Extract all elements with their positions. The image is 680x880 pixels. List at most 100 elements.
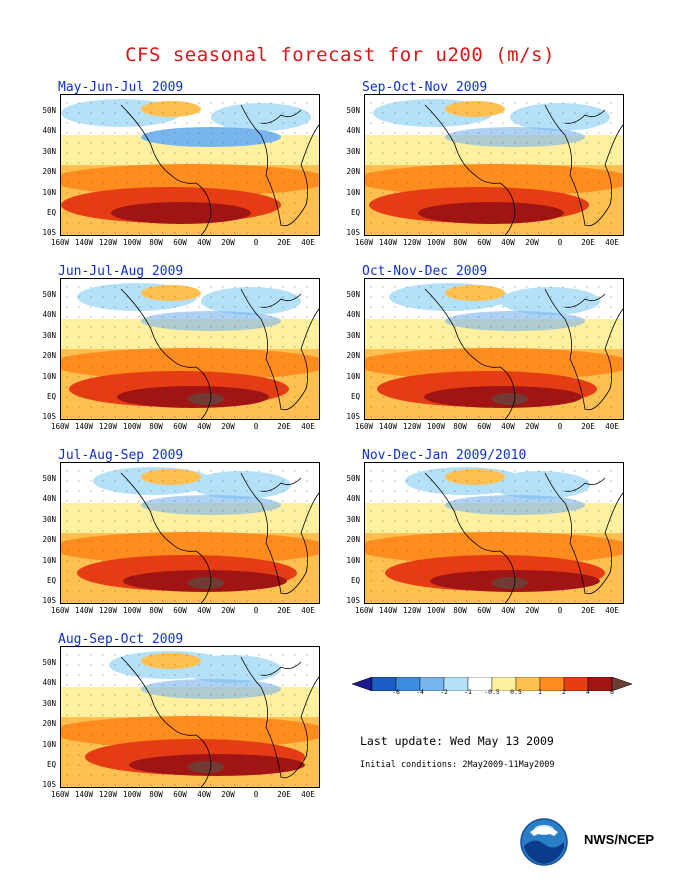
forecast-map-panel: Jul-Aug-Sep 2009 50N 40N 30N 20N 10N EQ 10S 160W… (42, 448, 348, 633)
x-tick-label: 20E (277, 790, 291, 799)
forecast-map (364, 462, 624, 604)
x-tick-label: 80W (453, 606, 467, 615)
y-tick-label: 40N (346, 126, 360, 135)
x-tick-label: 40W (197, 606, 211, 615)
forecast-map (364, 94, 624, 236)
y-tick-label: EQ (350, 392, 360, 401)
y-tick-label: 10S (346, 596, 360, 605)
x-tick-label: 40E (301, 422, 315, 431)
x-tick-label: 40W (197, 422, 211, 431)
forecast-map-panel: May-Jun-Jul 2009 50N 40N 30N 20N 10N EQ 10S 160W… (42, 80, 348, 265)
y-tick-label: 10N (346, 188, 360, 197)
y-tick-label: 10S (42, 596, 56, 605)
x-tick-label: 40E (301, 238, 315, 247)
y-tick-label: 20N (346, 351, 360, 360)
colorbar-label: -0.5 (484, 688, 500, 696)
y-tick-label: 40N (346, 494, 360, 503)
y-tick-label: 40N (346, 310, 360, 319)
last-update-text: Last update: Wed May 13 2009 (360, 734, 554, 748)
y-tick-label: 50N (42, 474, 56, 483)
y-tick-label: 20N (346, 535, 360, 544)
x-tick-label: 40W (501, 422, 515, 431)
y-tick-label: 30N (42, 331, 56, 340)
y-tick-label: 10N (42, 556, 56, 565)
forecast-map (60, 646, 320, 788)
panel-title: Oct-Nov-Dec 2009 (362, 264, 488, 279)
colorbar-label: -4 (416, 688, 424, 696)
noaa-logo-icon (520, 818, 568, 870)
panel-title: Nov-Dec-Jan 2009/2010 (362, 448, 527, 463)
x-tick-label: 40W (501, 238, 515, 247)
x-tick-label: 160W (354, 422, 374, 431)
x-tick-label: 40W (197, 238, 211, 247)
x-tick-label: 60W (173, 422, 187, 431)
y-tick-label: 30N (42, 699, 56, 708)
x-tick-label: 20E (581, 238, 595, 247)
panel-title: Jul-Aug-Sep 2009 (58, 448, 184, 463)
y-tick-label: 10S (42, 780, 56, 789)
forecast-map-panel: Nov-Dec-Jan 2009/2010 50N 40N 30N 20N 10N EQ 10… (346, 448, 652, 633)
forecast-map-panel: Oct-Nov-Dec 2009 50N 40N 30N 20N 10N EQ 10S 160W… (346, 264, 652, 449)
colorbar-label: 4 (586, 688, 590, 696)
y-tick-label: 10N (42, 372, 56, 381)
x-tick-label: 20W (221, 422, 235, 431)
forecast-map (60, 94, 320, 236)
colorbar: -6 -4 -2 -1 -0.5 0.5 1 2 4 6 (351, 676, 633, 696)
x-tick-label: 140W (74, 422, 94, 431)
x-tick-label: 20W (221, 238, 235, 247)
x-tick-label: 60W (173, 606, 187, 615)
x-tick-label: 80W (453, 238, 467, 247)
x-tick-label: 40E (301, 606, 315, 615)
x-tick-label: 60W (477, 606, 491, 615)
x-tick-label: 140W (378, 606, 398, 615)
x-tick-label: 0 (557, 422, 563, 431)
x-tick-label: 0 (253, 790, 259, 799)
y-tick-label: 50N (346, 290, 360, 299)
colorbar-label: 6 (610, 688, 614, 696)
x-tick-label: 20E (277, 422, 291, 431)
x-tick-label: 100W (122, 606, 142, 615)
x-tick-label: 160W (50, 422, 70, 431)
x-tick-label: 60W (173, 238, 187, 247)
y-tick-label: 40N (42, 126, 56, 135)
colorbar-label: -2 (440, 688, 448, 696)
x-tick-label: 80W (149, 422, 163, 431)
colorbar-segment (563, 676, 589, 692)
x-tick-label: 20W (525, 422, 539, 431)
y-tick-label: 30N (346, 331, 360, 340)
x-tick-label: 60W (477, 238, 491, 247)
forecast-map-panel: Sep-Oct-Nov 2009 50N 40N 30N 20N 10N EQ 10S 160W… (346, 80, 652, 265)
x-tick-label: 40W (501, 606, 515, 615)
x-tick-label: 80W (149, 790, 163, 799)
colorbar-label: -1 (464, 688, 472, 696)
x-tick-label: 140W (378, 238, 398, 247)
x-tick-label: 140W (74, 790, 94, 799)
y-tick-label: EQ (46, 392, 56, 401)
y-tick-label: 10N (346, 556, 360, 565)
x-tick-label: 40E (605, 238, 619, 247)
x-tick-label: 160W (354, 238, 374, 247)
x-tick-label: 120W (402, 422, 422, 431)
x-tick-label: 20E (581, 422, 595, 431)
y-tick-label: 50N (346, 474, 360, 483)
colorbar-max-arrow (611, 676, 633, 692)
x-tick-label: 120W (402, 238, 422, 247)
x-tick-label: 80W (149, 606, 163, 615)
forecast-map-panel: Jun-Jul-Aug 2009 50N 40N 30N 20N 10N EQ 10S 160W… (42, 264, 348, 449)
x-tick-label: 20W (221, 790, 235, 799)
y-tick-label: 20N (346, 167, 360, 176)
x-tick-label: 120W (402, 606, 422, 615)
page-title: CFS seasonal forecast for u200 (m/s) (125, 44, 555, 66)
panel-title: Aug-Sep-Oct 2009 (58, 632, 184, 647)
x-tick-label: 160W (50, 790, 70, 799)
agency-label: NWS/NCEP (584, 832, 655, 847)
y-tick-label: 10N (42, 188, 56, 197)
y-tick-label: 20N (42, 719, 56, 728)
x-tick-label: 80W (149, 238, 163, 247)
x-tick-label: 40E (605, 606, 619, 615)
x-tick-label: 20E (277, 606, 291, 615)
y-tick-label: 20N (42, 167, 56, 176)
x-tick-label: 0 (557, 606, 563, 615)
y-tick-label: 40N (42, 310, 56, 319)
y-tick-label: EQ (350, 208, 360, 217)
